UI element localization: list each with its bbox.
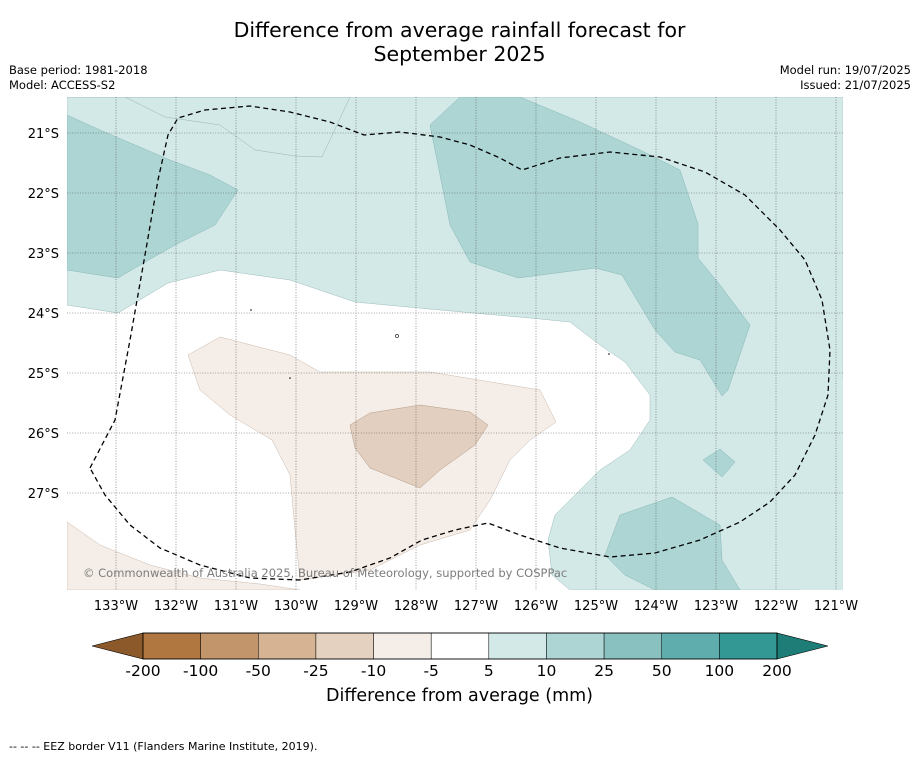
- colorbar-tick-label: 10: [537, 662, 557, 680]
- lat-label: 22°S: [28, 187, 59, 202]
- colorbar-tick-label: 5: [484, 662, 494, 680]
- lon-label: 130°W: [274, 599, 318, 614]
- meta-right: Model run: 19/07/2025 Issued: 21/07/2025: [780, 63, 911, 93]
- title-line-1: Difference from average rainfall forecas…: [233, 18, 686, 42]
- lon-label: 122°W: [754, 599, 798, 614]
- colorbar-tick-label: 100: [705, 662, 735, 680]
- eez-border-line: [89, 105, 831, 581]
- colorbar-tick-label: -5: [423, 662, 438, 680]
- base-period: Base period: 1981-2018: [9, 63, 148, 77]
- teal-10-25-south: [604, 496, 741, 590]
- colorbar-tick-label: -100: [183, 662, 218, 680]
- copyright-text: © Commonwealth of Australia 2025, Bureau…: [83, 566, 567, 580]
- colorbar-tick-label: 200: [762, 662, 792, 680]
- lat-label: 24°S: [28, 307, 59, 322]
- lat-label: 26°S: [28, 427, 59, 442]
- lat-labels: 21°S 22°S 23°S 24°S 25°S 26°S 27°S: [28, 127, 59, 502]
- lon-label: 131°W: [214, 599, 258, 614]
- colorbar-tick-label: -200: [125, 662, 160, 680]
- issued-date: Issued: 21/07/2025: [800, 78, 911, 92]
- lat-label: 21°S: [28, 127, 59, 142]
- colorbar-segment: [430, 632, 490, 660]
- island-mark: [250, 309, 252, 311]
- lon-label: 129°W: [334, 599, 378, 614]
- lon-label: 133°W: [94, 599, 138, 614]
- teal-5-10-east: [600, 97, 843, 590]
- gridlines: [67, 97, 843, 590]
- colorbar-left-extension: [91, 632, 144, 660]
- island-mark: [395, 334, 399, 338]
- lat-label: 23°S: [28, 247, 59, 262]
- colorbar-tick-label: -25: [303, 662, 328, 680]
- colorbar-segment: [373, 632, 432, 660]
- colorbar-tick-label: 50: [652, 662, 672, 680]
- colorbar-segment: [315, 632, 374, 660]
- colorbar-segment: [661, 632, 720, 660]
- colorbar-segment: [258, 632, 317, 660]
- model-name: Model: ACCESS-S2: [9, 78, 116, 92]
- meta-left: Base period: 1981-2018 Model: ACCESS-S2: [9, 63, 148, 93]
- colorbar-segment: [546, 632, 605, 660]
- map-title: Difference from average rainfall forecas…: [0, 18, 919, 66]
- colorbar-right-extension: [776, 632, 829, 660]
- colorbar-segment: [488, 632, 547, 660]
- colorbar-segment: [719, 632, 778, 660]
- colorbar-title: Difference from average (mm): [325, 686, 594, 706]
- lon-label: 127°W: [454, 599, 498, 614]
- colorbar: -200 -100 -50 -25 -10 -5 5 10 25 50 100 200: [91, 632, 829, 680]
- brown-10-25-center: [349, 404, 489, 489]
- colorbar-segment: [200, 632, 259, 660]
- colorbar-tick-label: 25: [594, 662, 614, 680]
- teal-10-25-northwest: [67, 114, 239, 279]
- colorbar-tick-label: -10: [361, 662, 386, 680]
- lon-label: 128°W: [394, 599, 438, 614]
- brown-5-10-southwest: [67, 521, 301, 590]
- teal-10-25-spot: [702, 448, 736, 478]
- island-marks: [250, 309, 610, 379]
- lat-label: 27°S: [28, 487, 59, 502]
- lon-label: 124°W: [634, 599, 678, 614]
- colorbar-segment: [603, 632, 662, 660]
- lon-label: 132°W: [154, 599, 198, 614]
- island-mark: [289, 377, 291, 379]
- lon-label: 126°W: [514, 599, 558, 614]
- lon-label: 123°W: [694, 599, 738, 614]
- colorbar-outline: [142, 632, 778, 660]
- rainfall-fill-layer: [67, 97, 843, 590]
- teal-10-25-center: [429, 97, 751, 397]
- lon-label: 125°W: [574, 599, 618, 614]
- island-mark: [608, 353, 610, 355]
- lat-label: 25°S: [28, 367, 59, 382]
- title-line-2: September 2025: [373, 42, 546, 66]
- colorbar-segment: [142, 632, 201, 660]
- lon-labels: 133°W 132°W 131°W 130°W 129°W 128°W 127°…: [94, 599, 858, 614]
- map-panel: © Commonwealth of Australia 2025, Bureau…: [67, 97, 843, 590]
- eez-legend-note: -- -- -- EEZ border V11 (Flanders Marine…: [9, 740, 318, 753]
- lon-label: 121°W: [814, 599, 858, 614]
- colorbar-segments: [142, 632, 778, 660]
- model-run: Model run: 19/07/2025: [779, 63, 911, 77]
- colorbar-tick-label: -50: [246, 662, 271, 680]
- colorbar-tick-labels: -200 -100 -50 -25 -10 -5 5 10 25 50 100 200: [125, 662, 791, 680]
